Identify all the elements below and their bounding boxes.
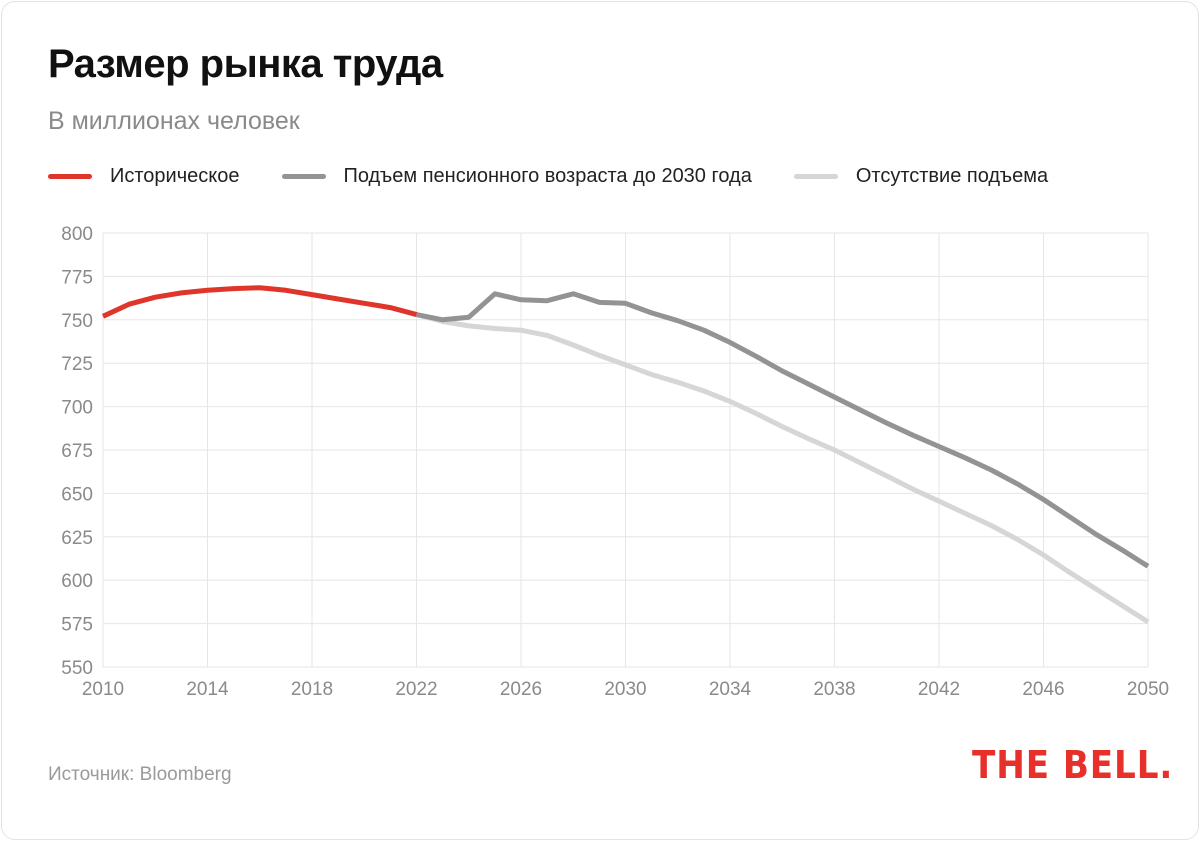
x-tick-label: 2038 [813,679,855,700]
y-tick-label: 600 [61,571,93,592]
x-tick-label: 2046 [1022,679,1064,700]
x-tick-label: 2030 [604,679,646,700]
y-tick-label: 625 [61,528,93,549]
y-tick-label: 725 [61,354,93,375]
legend-swatch-raised [281,174,326,179]
y-tick-label: 675 [61,441,93,462]
x-tick-label: 2042 [918,679,960,700]
source-note: Источник: Bloomberg [48,764,232,785]
y-tick-label: 775 [61,267,93,288]
series-line-raised [416,291,1150,569]
x-tick-label: 2018 [291,679,333,700]
legend-label: Отсутствие подъема [855,165,1049,187]
legend-item-raised: Подъем пенсионного возраста до 2030 года [281,165,752,188]
the-bell-logo: THE BELL. [972,743,1174,787]
y-tick-label: 800 [61,224,93,245]
chart-title: Размер рынка труда [48,42,443,86]
legend-swatch-no-raise [793,174,838,179]
legend-label: Историческое [110,165,240,187]
legend: Историческое Подъем пенсионного возраста… [48,165,1090,188]
legend-item-no-raise: Отсутствие подъема [793,165,1049,188]
series-line-historical [101,285,418,319]
legend-item-historical: Историческое [48,165,240,188]
x-tick-label: 2034 [709,679,752,700]
x-tick-label: 2022 [395,679,437,700]
y-tick-label: 650 [61,484,93,505]
y-tick-label: 550 [61,658,93,679]
series-line-no-raise [415,312,1150,625]
x-tick-label: 2014 [186,679,229,700]
legend-swatch-historical [48,174,92,179]
x-tick-label: 2026 [500,679,542,700]
x-tick-label: 2010 [82,679,124,700]
y-tick-label: 750 [61,311,93,332]
y-tick-label: 575 [61,615,93,636]
x-tick-label: 2050 [1127,679,1169,700]
chart-subtitle: В миллионах человек [48,107,300,135]
y-tick-label: 700 [61,398,93,419]
legend-label: Подъем пенсионного возраста до 2030 года [343,165,752,187]
